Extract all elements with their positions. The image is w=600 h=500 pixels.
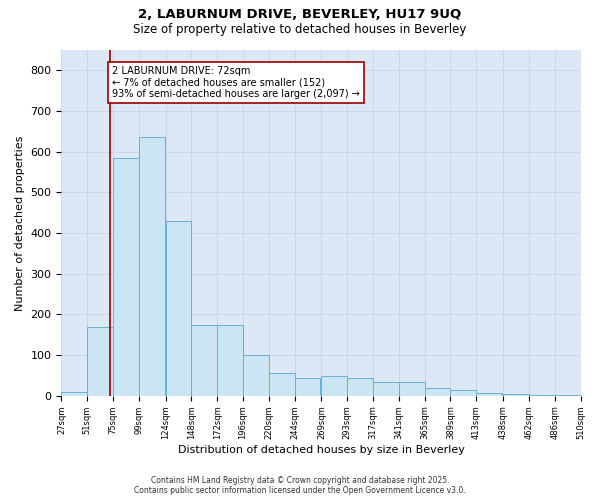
Bar: [191, 324, 217, 396]
X-axis label: Distribution of detached houses by size in Beverley: Distribution of detached houses by size …: [178, 445, 464, 455]
Bar: [399, 382, 425, 396]
Bar: [243, 355, 269, 396]
Bar: [61, 392, 87, 396]
Bar: [269, 374, 295, 396]
Text: 2 LABURNUM DRIVE: 72sqm
← 7% of detached houses are smaller (152)
93% of semi-de: 2 LABURNUM DRIVE: 72sqm ← 7% of detached…: [112, 66, 360, 100]
Bar: [113, 158, 139, 396]
Bar: [295, 378, 320, 396]
Text: Size of property relative to detached houses in Beverley: Size of property relative to detached ho…: [133, 22, 467, 36]
Bar: [425, 388, 451, 396]
Text: Contains HM Land Registry data © Crown copyright and database right 2025.
Contai: Contains HM Land Registry data © Crown c…: [134, 476, 466, 495]
Bar: [555, 394, 581, 396]
Bar: [347, 378, 373, 396]
Text: 2, LABURNUM DRIVE, BEVERLEY, HU17 9UQ: 2, LABURNUM DRIVE, BEVERLEY, HU17 9UQ: [139, 8, 461, 20]
Bar: [87, 326, 113, 396]
Bar: [139, 138, 164, 396]
Bar: [217, 324, 243, 396]
Bar: [373, 382, 399, 396]
Bar: [476, 392, 502, 396]
Bar: [503, 394, 529, 396]
Bar: [529, 394, 555, 396]
Y-axis label: Number of detached properties: Number of detached properties: [15, 135, 25, 310]
Bar: [451, 390, 476, 396]
Bar: [166, 221, 191, 396]
Bar: [322, 376, 347, 396]
